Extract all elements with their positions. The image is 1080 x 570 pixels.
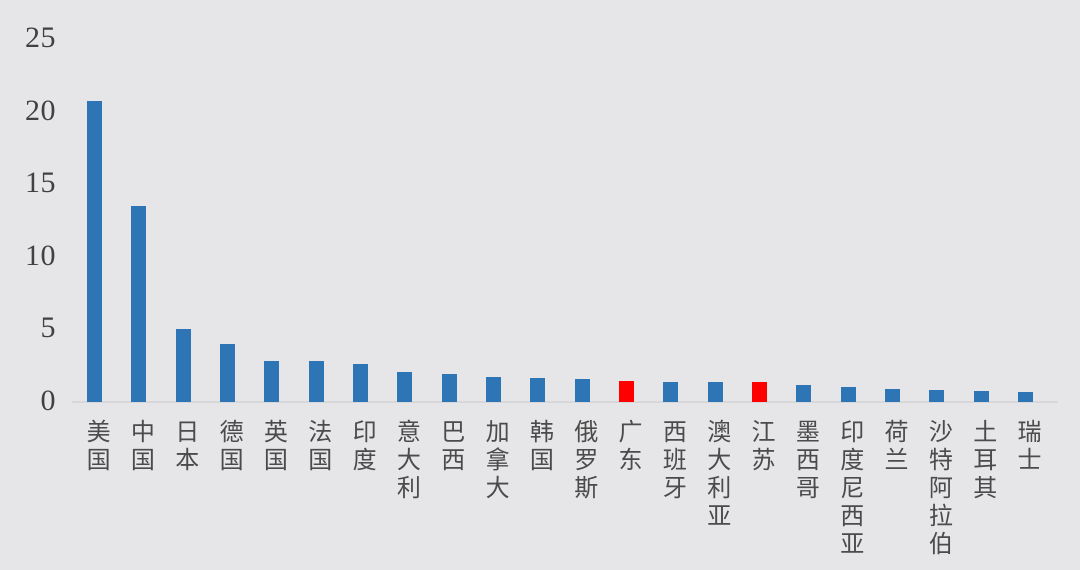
x-category-label: 江苏 (747, 419, 774, 475)
bar (530, 378, 546, 402)
x-category-label: 印度 (348, 419, 375, 475)
bar (219, 343, 235, 402)
bar (352, 363, 368, 402)
x-category-label: 英国 (259, 419, 286, 475)
x-category-label: 加拿大 (481, 419, 508, 503)
x-category-label: 意大利 (392, 419, 419, 503)
bar (264, 360, 280, 402)
y-tick-label: 10 (25, 238, 56, 272)
x-category-label: 巴西 (436, 419, 463, 475)
bar (87, 101, 102, 402)
y-tick-label: 15 (25, 166, 56, 200)
x-category-label: 荷兰 (880, 419, 907, 475)
x-category-label: 印度尼西亚 (835, 419, 862, 559)
x-category-label: 法国 (303, 419, 330, 475)
y-tick-label: 0 (40, 384, 56, 417)
bar (175, 329, 191, 402)
x-category-label: 日本 (170, 419, 197, 475)
x-axis-line (72, 401, 1058, 403)
x-category-label: 澳大利亚 (702, 419, 729, 531)
bar (840, 387, 856, 402)
bar (397, 372, 413, 402)
bar-highlighted (618, 380, 634, 402)
bar (441, 374, 457, 402)
y-tick-label: 25 (25, 21, 56, 54)
x-category-label: 俄罗斯 (569, 419, 596, 503)
bar (796, 384, 812, 402)
bar (308, 361, 324, 402)
x-category-label: 韩国 (525, 419, 552, 475)
bar (663, 381, 679, 402)
y-tick-label: 20 (25, 93, 56, 127)
bar (707, 381, 723, 402)
bar (973, 391, 989, 402)
x-category-label: 墨西哥 (791, 419, 818, 503)
x-category-label: 德国 (215, 419, 242, 475)
bar (485, 377, 501, 402)
x-category-label: 西班牙 (658, 419, 685, 503)
bar (929, 390, 945, 402)
bar (574, 379, 590, 402)
bar-highlighted (751, 382, 767, 402)
x-category-label: 美国 (82, 419, 109, 475)
x-category-label: 沙特阿拉伯 (924, 419, 951, 559)
x-category-label: 中国 (126, 419, 153, 475)
x-category-label: 瑞士 (1013, 419, 1040, 475)
x-category-label: 土耳其 (968, 419, 995, 503)
bar (1017, 391, 1033, 402)
bar (131, 205, 147, 402)
bar (884, 388, 900, 402)
y-tick-label: 5 (40, 311, 56, 345)
x-category-label: 广东 (614, 419, 641, 475)
